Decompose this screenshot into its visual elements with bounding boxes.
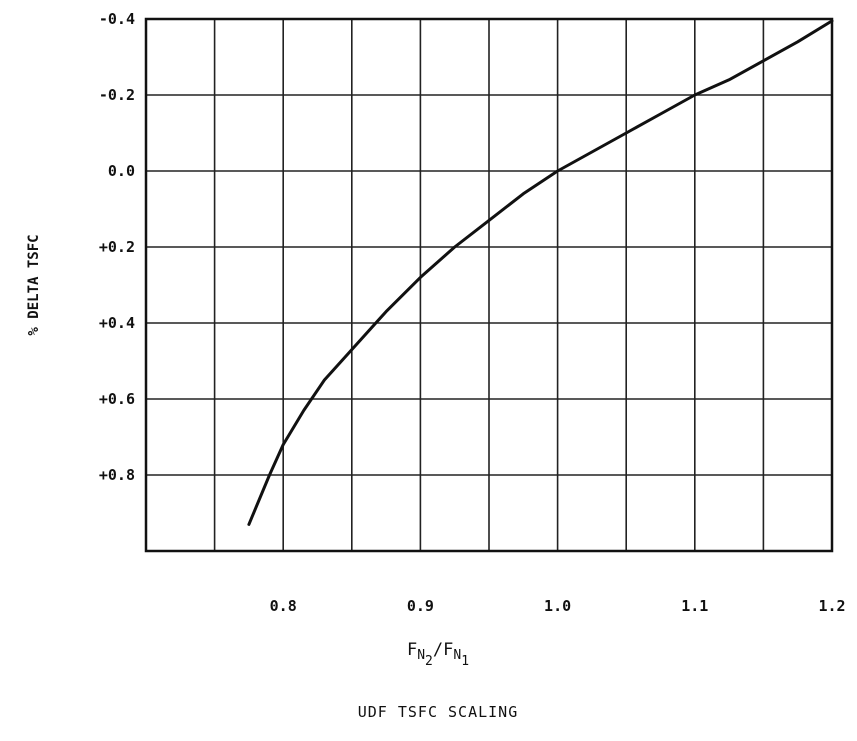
y-axis-ticks: -0.4 -0.2 0.0 +0.2 +0.4 +0.6 +0.8 bbox=[99, 10, 135, 484]
series-line bbox=[247, 19, 834, 526]
x-label-n1: N bbox=[417, 648, 425, 663]
y-tick-label: -0.2 bbox=[99, 86, 135, 104]
plot-frame bbox=[144, 17, 834, 553]
x-label-slash: / bbox=[433, 640, 443, 660]
chart-title: UDF TSFC SCALING bbox=[358, 703, 519, 721]
x-tick-label: 1.0 bbox=[544, 597, 571, 615]
y-tick-label: +0.4 bbox=[99, 314, 135, 332]
grid bbox=[146, 19, 832, 551]
x-axis-label: FN2/FN1 bbox=[407, 640, 469, 669]
x-label-sub1: 1 bbox=[461, 654, 469, 669]
y-tick-label: +0.6 bbox=[99, 390, 135, 408]
x-label-sub2: 2 bbox=[425, 654, 433, 669]
series-layer bbox=[247, 19, 834, 526]
x-tick-label: 1.2 bbox=[818, 597, 845, 615]
x-tick-label: 0.9 bbox=[407, 597, 434, 615]
y-axis-label: % DELTA TSFC bbox=[26, 234, 42, 335]
y-tick-label: -0.4 bbox=[99, 10, 135, 28]
x-tick-label: 1.1 bbox=[681, 597, 708, 615]
y-tick-label: +0.8 bbox=[99, 466, 135, 484]
x-label-n2: N bbox=[453, 648, 461, 663]
x-tick-label: 0.8 bbox=[270, 597, 297, 615]
y-tick-label: +0.2 bbox=[99, 238, 135, 256]
x-label-f2: F bbox=[443, 640, 453, 660]
x-label-f1: F bbox=[407, 640, 417, 660]
y-tick-label: 0.0 bbox=[108, 162, 135, 180]
x-axis-ticks: 0.8 0.9 1.0 1.1 1.2 bbox=[270, 597, 846, 615]
